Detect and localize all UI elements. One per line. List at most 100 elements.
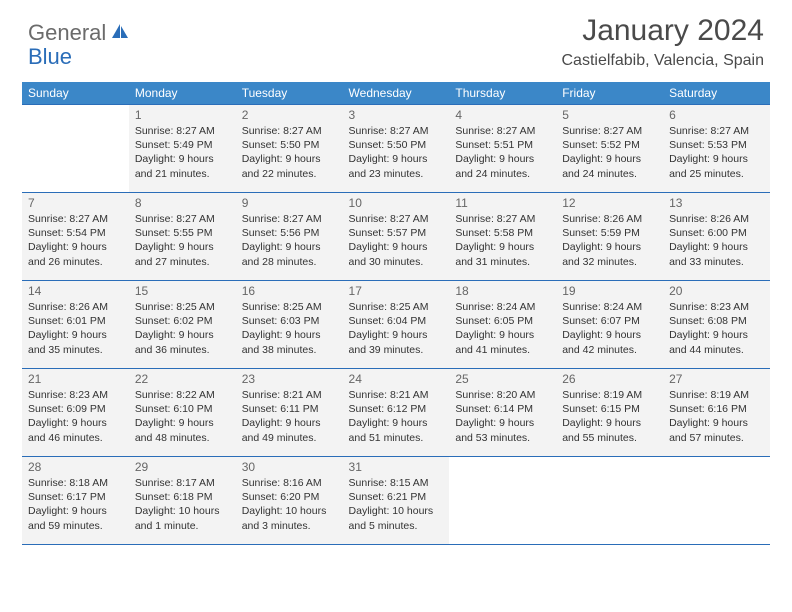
day-info: Sunrise: 8:27 AMSunset: 5:52 PMDaylight:… — [562, 124, 657, 181]
sunset-text: Sunset: 6:00 PM — [669, 226, 764, 240]
daylight-text-1: Daylight: 9 hours — [242, 240, 337, 254]
sunrise-text: Sunrise: 8:23 AM — [669, 300, 764, 314]
daylight-text-2: and 41 minutes. — [455, 343, 550, 357]
sunset-text: Sunset: 6:21 PM — [349, 490, 444, 504]
sunset-text: Sunset: 6:03 PM — [242, 314, 337, 328]
daylight-text-2: and 5 minutes. — [349, 519, 444, 533]
day-number: 30 — [242, 460, 337, 474]
daylight-text-2: and 1 minute. — [135, 519, 230, 533]
day-info: Sunrise: 8:21 AMSunset: 6:12 PMDaylight:… — [349, 388, 444, 445]
calendar-cell: 16Sunrise: 8:25 AMSunset: 6:03 PMDayligh… — [236, 281, 343, 369]
calendar-cell: 30 Sunrise: 8:16 AMSunset: 6:20 PMDayligh… — [236, 457, 343, 545]
sunrise-text: Sunrise: 8:27 AM — [669, 124, 764, 138]
logo-text-general: General — [28, 20, 106, 46]
daylight-text-2: and 28 minutes. — [242, 255, 337, 269]
daylight-text-1: Daylight: 9 hours — [669, 328, 764, 342]
calendar-cell: 27Sunrise: 8:19 AMSunset: 6:16 PMDayligh… — [663, 369, 770, 457]
sunset-text: Sunset: 5:52 PM — [562, 138, 657, 152]
calendar-cell: 14Sunrise: 8:26 AMSunset: 6:01 PMDayligh… — [22, 281, 129, 369]
day-info: Sunrise: 8:26 AMSunset: 6:00 PMDaylight:… — [669, 212, 764, 269]
day-number: 8 — [135, 196, 230, 210]
sunrise-text: Sunrise: 8:19 AM — [669, 388, 764, 402]
sunrise-text: Sunrise: 8:22 AM — [135, 388, 230, 402]
sunrise-text: Sunrise: 8:26 AM — [562, 212, 657, 226]
sunset-text: Sunset: 5:50 PM — [242, 138, 337, 152]
day-number: 24 — [349, 372, 444, 386]
sunrise-text: Sunrise: 8:27 AM — [28, 212, 123, 226]
daylight-text-2: and 3 minutes. — [242, 519, 337, 533]
day-info: Sunrise: 8:26 AMSunset: 6:01 PMDaylight:… — [28, 300, 123, 357]
day-info: Sunrise: 8:27 AMSunset: 5:58 PMDaylight:… — [455, 212, 550, 269]
calendar-cell: 10Sunrise: 8:27 AMSunset: 5:57 PMDayligh… — [343, 193, 450, 281]
day-number: 18 — [455, 284, 550, 298]
sunset-text: Sunset: 5:57 PM — [349, 226, 444, 240]
calendar-cell — [663, 457, 770, 545]
daylight-text-1: Daylight: 9 hours — [242, 152, 337, 166]
day-number: 13 — [669, 196, 764, 210]
daylight-text-2: and 31 minutes. — [455, 255, 550, 269]
sail-icon — [110, 22, 130, 45]
sunset-text: Sunset: 6:12 PM — [349, 402, 444, 416]
daylight-text-2: and 21 minutes. — [135, 167, 230, 181]
daylight-text-2: and 36 minutes. — [135, 343, 230, 357]
calendar-week: 21Sunrise: 8:23 AMSunset: 6:09 PMDayligh… — [22, 369, 770, 457]
sunrise-text: Sunrise: 8:27 AM — [242, 212, 337, 226]
calendar-week: 1Sunrise: 8:27 AMSunset: 5:49 PMDaylight… — [22, 105, 770, 193]
day-number: 4 — [455, 108, 550, 122]
day-info: Sunrise: 8:27 AMSunset: 5:51 PMDaylight:… — [455, 124, 550, 181]
day-info: Sunrise: 8:23 AMSunset: 6:09 PMDaylight:… — [28, 388, 123, 445]
sunrise-text: Sunrise: 8:23 AM — [28, 388, 123, 402]
daylight-text-2: and 38 minutes. — [242, 343, 337, 357]
sunset-text: Sunset: 5:59 PM — [562, 226, 657, 240]
calendar-cell: 1Sunrise: 8:27 AMSunset: 5:49 PMDaylight… — [129, 105, 236, 193]
daylight-text-2: and 48 minutes. — [135, 431, 230, 445]
daylight-text-2: and 27 minutes. — [135, 255, 230, 269]
day-number: 9 — [242, 196, 337, 210]
daylight-text-1: Daylight: 9 hours — [28, 240, 123, 254]
calendar-cell: 19Sunrise: 8:24 AMSunset: 6:07 PMDayligh… — [556, 281, 663, 369]
day-info: Sunrise: 8:27 AMSunset: 5:56 PMDaylight:… — [242, 212, 337, 269]
calendar-table: SundayMondayTuesdayWednesdayThursdayFrid… — [22, 82, 770, 545]
sunrise-text: Sunrise: 8:26 AM — [669, 212, 764, 226]
title-block: January 2024 Castielfabib, Valencia, Spa… — [562, 14, 765, 70]
calendar-week: 7Sunrise: 8:27 AMSunset: 5:54 PMDaylight… — [22, 193, 770, 281]
day-header: Friday — [556, 82, 663, 105]
sunset-text: Sunset: 6:20 PM — [242, 490, 337, 504]
daylight-text-1: Daylight: 9 hours — [669, 152, 764, 166]
calendar-header-row: SundayMondayTuesdayWednesdayThursdayFrid… — [22, 82, 770, 105]
day-number: 15 — [135, 284, 230, 298]
daylight-text-1: Daylight: 10 hours — [349, 504, 444, 518]
sunrise-text: Sunrise: 8:21 AM — [349, 388, 444, 402]
sunrise-text: Sunrise: 8:24 AM — [455, 300, 550, 314]
calendar-cell: 4 Sunrise: 8:27 AMSunset: 5:51 PMDaylight… — [449, 105, 556, 193]
calendar-cell: 20Sunrise: 8:23 AMSunset: 6:08 PMDayligh… — [663, 281, 770, 369]
sunset-text: Sunset: 6:02 PM — [135, 314, 230, 328]
day-info: Sunrise: 8:16 AMSunset: 6:20 PMDaylight:… — [242, 476, 337, 533]
day-info: Sunrise: 8:18 AMSunset: 6:17 PMDaylight:… — [28, 476, 123, 533]
sunrise-text: Sunrise: 8:20 AM — [455, 388, 550, 402]
day-header: Saturday — [663, 82, 770, 105]
sunset-text: Sunset: 6:18 PM — [135, 490, 230, 504]
calendar-cell: 21Sunrise: 8:23 AMSunset: 6:09 PMDayligh… — [22, 369, 129, 457]
daylight-text-1: Daylight: 9 hours — [135, 416, 230, 430]
day-header: Monday — [129, 82, 236, 105]
sunset-text: Sunset: 6:07 PM — [562, 314, 657, 328]
header: General January 2024 Castielfabib, Valen… — [0, 0, 792, 76]
sunrise-text: Sunrise: 8:15 AM — [349, 476, 444, 490]
day-number: 28 — [28, 460, 123, 474]
sunrise-text: Sunrise: 8:27 AM — [455, 212, 550, 226]
sunset-text: Sunset: 5:53 PM — [669, 138, 764, 152]
daylight-text-1: Daylight: 9 hours — [28, 416, 123, 430]
day-info: Sunrise: 8:27 AMSunset: 5:57 PMDaylight:… — [349, 212, 444, 269]
sunrise-text: Sunrise: 8:18 AM — [28, 476, 123, 490]
day-number: 23 — [242, 372, 337, 386]
logo: General — [28, 14, 132, 46]
sunrise-text: Sunrise: 8:25 AM — [242, 300, 337, 314]
daylight-text-1: Daylight: 9 hours — [562, 152, 657, 166]
daylight-text-1: Daylight: 9 hours — [562, 240, 657, 254]
daylight-text-1: Daylight: 10 hours — [242, 504, 337, 518]
daylight-text-2: and 53 minutes. — [455, 431, 550, 445]
daylight-text-2: and 24 minutes. — [455, 167, 550, 181]
calendar-cell: 17Sunrise: 8:25 AMSunset: 6:04 PMDayligh… — [343, 281, 450, 369]
sunrise-text: Sunrise: 8:24 AM — [562, 300, 657, 314]
